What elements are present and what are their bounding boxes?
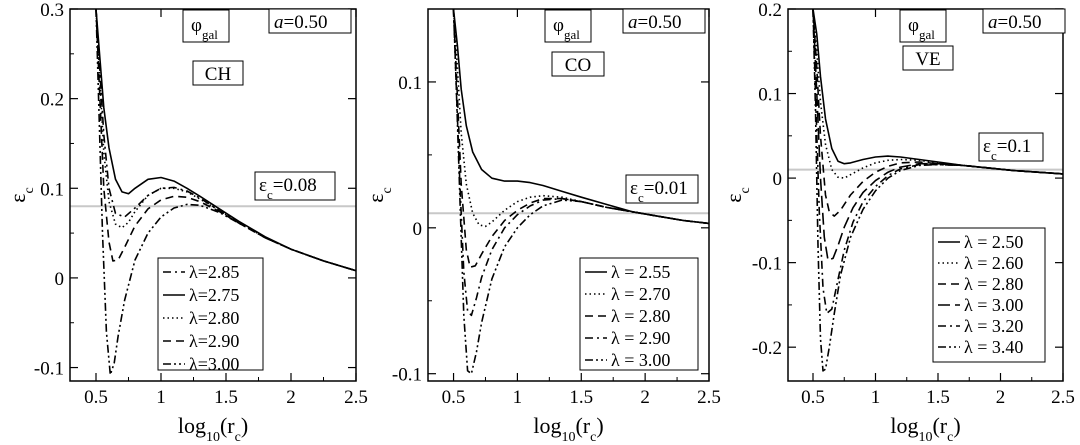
x-tick-label: 1.5 [569,387,593,408]
x-tick-label: 2 [996,387,1006,408]
y-tick-label: -0.1 [752,254,782,275]
x-tick-label: 2 [640,387,650,408]
x-tick-label: 1 [871,387,881,408]
a-value-label: a=0.50 [274,12,327,33]
series-line-6 [812,9,1063,372]
x-tick-label: 0.5 [442,387,466,408]
legend-entry: λ=2.80 [189,308,239,328]
legend-entry: λ = 2.90 [611,328,670,348]
series-line-5 [812,9,1063,315]
series-line-5 [452,9,709,375]
legend-entry: λ = 2.80 [611,306,670,326]
y-tick-label: 0.1 [398,73,422,94]
series-group [812,9,1063,372]
epsilon-threshold-label: εc=0.1 [983,136,1031,163]
x-tick-label: 0.5 [801,387,825,408]
y-axis-title: εc [363,187,395,202]
y-tick-label: 0 [413,219,423,240]
legend-entry: λ=3.00 [189,354,239,374]
x-tick-label: 2.5 [344,387,368,408]
y-tick-label: -0.2 [752,338,782,359]
series-line-2 [812,9,1063,179]
legend-entry: λ = 3.00 [964,295,1023,315]
epsilon-threshold-label: εc=0.08 [259,175,317,202]
legend-entry: λ=2.90 [189,331,239,351]
epsilon-threshold-label: εc=0.01 [630,178,688,205]
a-value-box [268,8,352,34]
model-label: VE [915,49,940,70]
legend-entry: λ = 3.40 [964,337,1023,357]
x-axis-title: log10(rc) [533,413,603,445]
y-axis-title: εc [5,187,37,202]
x-tick-label: 0.5 [84,387,108,408]
y-tick-label: 0 [55,269,65,290]
x-tick-label: 1 [513,387,523,408]
plot-frame [69,8,357,382]
a-value-box [622,8,706,34]
a-value-box [982,8,1066,34]
series-line-1 [95,9,356,272]
epsilon-threshold-box [625,174,699,204]
phi-gal-label: φgal [908,15,935,42]
a-value-label: a=0.50 [988,12,1041,33]
y-axis-title: εc [721,187,753,202]
phi-gal-label: φgal [553,15,580,42]
x-tick-label: 2 [286,387,296,408]
legend-box [579,257,699,371]
series-line-3 [95,9,356,272]
legend-box [157,257,264,371]
series-line-2 [95,9,356,272]
phi-gal-box [182,9,230,43]
legend-entry: λ = 2.60 [964,253,1023,273]
chart-panel-1: 0.5 1 1.5 2 2.5 -0.1 0 0.1 0.2 0.3 log10(rc) εc φgal… [5,0,368,445]
x-tick-label: 2.5 [1051,387,1075,408]
chart-panel-2: 0.5 1 1.5 2 2.5 -0.1 0 0.1 log10(rc) εc φgal a=0.50… [363,8,721,445]
legend-box [932,227,1046,363]
y-tick-label: 0.1 [40,179,64,200]
epsilon-threshold-box [254,171,336,201]
x-tick-label: 1.5 [926,387,950,408]
plot-frame [787,8,1064,382]
y-tick-label: 0.3 [40,0,64,21]
model-box [551,51,605,77]
legend-entry: λ=2.85 [189,262,239,282]
series-line-3 [452,9,709,269]
y-tick-label: -0.1 [392,365,422,386]
series-line-3 [812,9,1063,217]
series-line-4 [95,9,356,272]
y-tick-label: -0.1 [34,359,64,380]
chart-panel-3: 0.5 1 1.5 2 2.5 -0.2 -0.1 0 0.1 0.2 log10(rc) εc φga… [721,0,1075,445]
y-tick-label: 0.2 [40,90,64,111]
legend-entry: λ = 2.55 [611,262,670,282]
legend-entry: λ = 3.20 [964,316,1023,336]
model-label: CH [205,64,232,85]
phi-gal-label: φgal [191,15,218,42]
model-box [192,60,244,86]
legend-entry: λ = 2.70 [611,284,670,304]
phi-gal-box [899,9,947,43]
legend-entry: λ=2.75 [189,285,239,305]
a-value-label: a=0.50 [628,12,681,33]
y-tick-label: 0.2 [758,0,782,21]
x-tick-label: 1 [156,387,166,408]
legend-entry: λ = 2.50 [964,232,1023,252]
plot-frame [427,8,710,382]
series-group [95,9,356,376]
x-axis-title: log10(rc) [890,413,960,445]
x-axis-title: log10(rc) [178,413,248,445]
legend-entry: λ = 2.80 [964,274,1023,294]
y-tick-label: 0 [773,169,783,190]
x-tick-label: 2.5 [697,387,721,408]
y-tick-label: 0.1 [758,85,782,106]
series-group [452,9,709,375]
phi-gal-box [544,9,592,43]
model-label: CO [565,55,591,76]
model-box [902,45,954,71]
epsilon-threshold-box [978,132,1044,162]
x-tick-label: 1.5 [214,387,238,408]
legend-entry: λ = 3.00 [611,350,670,370]
